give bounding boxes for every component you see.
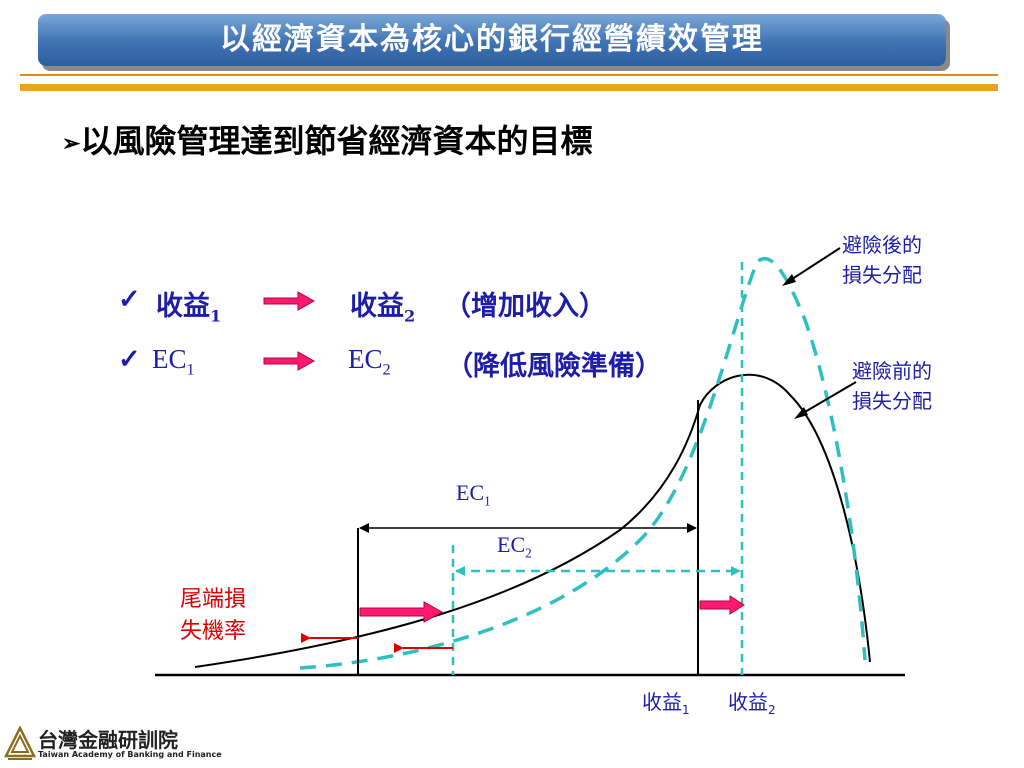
- bullet-revenue-note: （增加收入）: [444, 291, 606, 322]
- tail-line1: 尾端損: [180, 587, 247, 612]
- revenue1-label: 收益1: [642, 686, 690, 717]
- bullet-revenue: ✓: [118, 284, 141, 315]
- before-pointer-head: [794, 407, 808, 419]
- ec1-sub: 1: [484, 493, 491, 509]
- after-hedge-label: 避險後的 損失分配: [842, 230, 922, 290]
- divider-thick: [20, 84, 998, 91]
- title-bar: 以經濟資本為核心的銀行經營績效管理: [38, 14, 946, 66]
- after-hedge-line1: 避險後的: [842, 233, 922, 257]
- bullet-arrow-revenue: [263, 291, 316, 311]
- revenue2-sub: 2: [768, 703, 776, 717]
- revenue1-text: 收益: [642, 690, 682, 714]
- bullet-revenue-from: 收益1: [156, 284, 221, 325]
- check-icon: ✓: [118, 284, 141, 315]
- ec-to-text: EC: [348, 344, 383, 374]
- ec1-text: EC: [456, 480, 485, 505]
- bullet-ec-note: （降低風險準備）: [446, 351, 662, 382]
- ec-from-sub: 1: [186, 360, 195, 379]
- divider-thin: [20, 74, 998, 76]
- bullet-ec: ✓: [118, 344, 141, 375]
- revenue2-label: 收益2: [728, 686, 776, 717]
- revenue1-sub: 1: [682, 703, 690, 717]
- footer-logo: 台灣金融研訓院 Taiwan Academy of Banking and Fi…: [4, 722, 222, 766]
- check-icon: ✓: [118, 344, 141, 375]
- ec2-text: EC: [497, 532, 526, 557]
- logo-name: 台灣金融研訓院: [38, 728, 178, 752]
- revenue-shift-arrow: [699, 595, 745, 615]
- revenue-to-text: 收益: [350, 291, 404, 322]
- before-label-pointer: [797, 381, 857, 417]
- before-hedge-label: 避險前的 損失分配: [852, 356, 932, 416]
- before-hedge-curve: [194, 373, 871, 668]
- academy-emblem-icon: [4, 726, 36, 760]
- revenue-from-text: 收益: [156, 291, 210, 322]
- bullet-ec-from: EC1: [152, 344, 195, 379]
- tail-line2: 失機率: [180, 619, 247, 644]
- bullet-arrow-icon: ➢: [62, 130, 81, 157]
- heading-text: 以風險管理達到節省經濟資本的目標: [80, 122, 593, 160]
- ec-to-sub: 2: [382, 360, 391, 379]
- slide-title: 以經濟資本為核心的銀行經營績效管理: [220, 22, 764, 57]
- ec-from-text: EC: [152, 344, 187, 374]
- after-pointer-head: [782, 274, 796, 286]
- slide-heading: ➢以風險管理達到節省經濟資本的目標: [62, 116, 592, 162]
- bullet-revenue-to: 收益2: [350, 284, 415, 325]
- ec1-label: EC1: [456, 480, 491, 509]
- ec-shift-arrow: [359, 601, 444, 623]
- revenue2-text: 收益: [728, 690, 768, 714]
- after-hedge-curve: [299, 256, 867, 670]
- bullet-ec-to: EC2: [348, 344, 391, 379]
- ec2-label: EC2: [497, 532, 532, 561]
- revenue-to-sub: 2: [404, 306, 416, 326]
- before-hedge-line2: 損失分配: [852, 389, 932, 413]
- before-hedge-line1: 避險前的: [852, 359, 932, 383]
- tail-loss-label: 尾端損 失機率: [180, 584, 246, 648]
- ec2-sub: 2: [525, 545, 532, 561]
- after-hedge-line2: 損失分配: [842, 263, 922, 287]
- revenue-from-sub: 1: [210, 306, 222, 326]
- logo-english: Taiwan Academy of Banking and Finance: [38, 750, 222, 759]
- after-label-pointer: [785, 247, 841, 284]
- bullet-arrow-ec: [263, 351, 316, 371]
